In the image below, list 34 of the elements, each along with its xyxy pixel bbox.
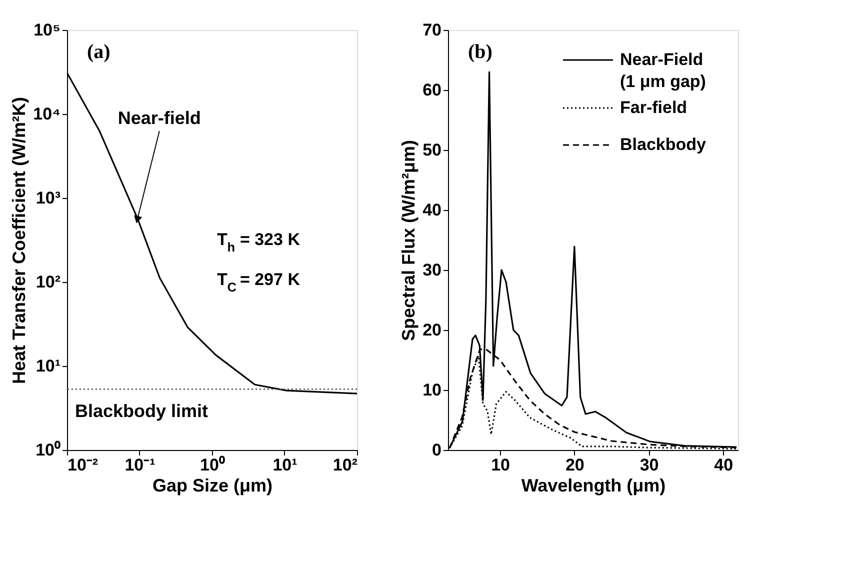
y-tick-label: 10³	[36, 188, 61, 208]
annotation: (b)	[468, 41, 492, 63]
x-tick-label: 20	[565, 456, 584, 474]
x-tick-label: 10⁻¹	[124, 456, 156, 474]
x-tick-label: 30	[640, 456, 659, 474]
annotation: (a)	[87, 41, 110, 63]
x-tick-label: 10²	[332, 456, 358, 474]
legend-label: Near-Field (1 μm gap)	[620, 50, 706, 91]
x-tick-label: 10¹	[272, 456, 298, 474]
y-tick-label: 10¹	[36, 356, 61, 376]
y-tick-label: 30	[422, 260, 442, 280]
y-tick-label: 60	[422, 80, 442, 100]
y-tick-label: 40	[422, 200, 442, 220]
y-axis-title: Spectral Flux (W/m²μm)	[398, 140, 419, 342]
y-tick-label: 0	[432, 440, 442, 460]
annotation: Near-field	[118, 108, 201, 128]
y-tick-label: 20	[422, 320, 442, 340]
x-tick-label: 40	[714, 456, 734, 474]
x-tick-label: 10⁻²	[68, 456, 98, 474]
legend-label: Blackbody	[620, 135, 707, 154]
y-tick-label: 50	[422, 140, 442, 160]
y-tick-label: 10	[422, 380, 442, 400]
y-axis-title: Heat Transfer Coefficient (W/m²K)	[9, 96, 30, 384]
y-tick-label: 10⁰	[36, 440, 60, 460]
x-axis-title: Wavelength (μm)	[521, 476, 666, 496]
legend-label: Far-field	[620, 98, 688, 117]
y-tick-label: 10⁵	[34, 20, 60, 40]
x-tick-label: 10	[491, 456, 510, 474]
y-tick-label: 70	[422, 20, 442, 40]
x-tick-label: 10⁰	[200, 456, 225, 474]
x-axis-title: Gap Size (μm)	[152, 476, 273, 496]
ref-line-label: Blackbody limit	[75, 401, 208, 422]
y-tick-label: 10⁴	[33, 104, 60, 124]
y-tick-label: 10²	[36, 272, 61, 292]
